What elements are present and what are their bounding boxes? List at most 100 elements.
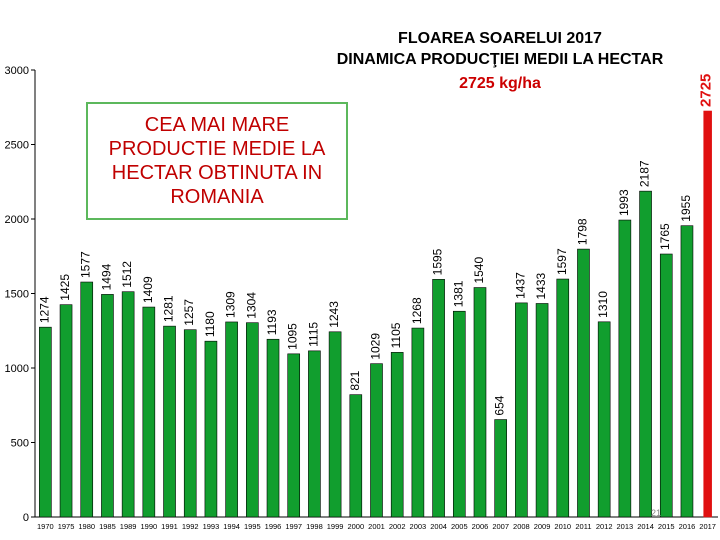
record-callout-box: CEA MAI MARE PRODUCTIE MEDIE LA HECTAR O… <box>86 102 348 220</box>
x-tick-label: 1995 <box>244 522 261 531</box>
bar <box>577 248 590 518</box>
bar-value-label: 1425 <box>58 274 72 301</box>
bar-value-label: 1955 <box>679 195 693 222</box>
x-tick-label: 1970 <box>37 522 54 531</box>
bar <box>370 363 383 518</box>
bar-value-label: 1274 <box>37 296 51 323</box>
bar <box>225 321 238 518</box>
x-tick-label: 2012 <box>596 522 613 531</box>
x-tick-label: 2011 <box>575 522 591 531</box>
chart-title-line1: FLOAREA SOARELUI 2017 <box>398 30 602 47</box>
bar <box>183 329 197 518</box>
bar <box>659 253 673 518</box>
bar <box>515 302 528 518</box>
bar-value-label: 1597 <box>555 248 569 275</box>
bar-value-label: 1115 <box>306 322 320 347</box>
bar <box>246 322 259 518</box>
x-tick-label: 2005 <box>451 522 468 531</box>
x-tick-label: 1997 <box>285 522 302 531</box>
bar <box>452 310 466 518</box>
record-callout-text: CEA MAI MARE PRODUCTIE MEDIE LA HECTAR O… <box>108 114 326 208</box>
bar-value-label: 2725 <box>698 74 715 107</box>
bar-value-label: 1243 <box>327 301 341 328</box>
x-tick-label: 2002 <box>389 522 406 531</box>
x-tick-label: 2007 <box>492 522 509 531</box>
x-tick-label: 2008 <box>513 522 530 531</box>
bar <box>287 353 301 518</box>
x-tick-label: 1989 <box>120 522 137 531</box>
x-tick-label: 2004 <box>430 522 447 531</box>
bar <box>556 278 570 518</box>
y-tick-label: 1000 <box>5 363 29 375</box>
bar <box>80 281 94 518</box>
x-tick-label: 2009 <box>534 522 551 531</box>
chart-title-line3: 2725 kg/ha <box>459 75 541 92</box>
bar-value-label: 1765 <box>658 223 672 250</box>
bar-value-label: 1180 <box>203 311 217 337</box>
bar-value-label: 1105 <box>389 322 403 348</box>
bar-value-label: 1095 <box>286 323 300 350</box>
bar-value-label: 1029 <box>369 333 383 360</box>
bar-value-label: 1381 <box>451 280 465 307</box>
x-tick-label: 1999 <box>327 522 344 531</box>
x-tick-label: 1975 <box>58 522 75 531</box>
bar <box>101 294 114 518</box>
bar <box>618 219 632 518</box>
bar <box>163 325 176 518</box>
page-number: 21 <box>651 508 661 518</box>
bar-value-label: 1433 <box>534 272 548 299</box>
bar-value-label: 821 <box>348 370 362 390</box>
x-tick-label: 2017 <box>699 522 716 531</box>
bar-value-label: 2187 <box>638 160 652 187</box>
bar-value-label: 1409 <box>141 276 155 303</box>
bar-value-label: 1993 <box>617 189 631 216</box>
x-tick-label: 1985 <box>99 522 116 531</box>
bar-value-label: 1577 <box>79 251 93 278</box>
bar <box>390 352 404 518</box>
x-tick-label: 2001 <box>368 522 385 531</box>
bar-highlight <box>703 110 712 518</box>
x-tick-label: 2013 <box>617 522 634 531</box>
bar-value-label: 1595 <box>431 248 445 275</box>
bar <box>328 331 342 518</box>
x-tick-label: 2006 <box>472 522 489 531</box>
x-tick-label: 1990 <box>140 522 157 531</box>
x-tick-label: 2003 <box>410 522 427 531</box>
bar <box>494 419 507 518</box>
x-tick-label: 2015 <box>658 522 675 531</box>
bar <box>680 225 694 518</box>
bar <box>308 350 321 518</box>
x-tick-label: 1992 <box>182 522 199 531</box>
y-tick-label: 500 <box>11 438 29 450</box>
y-tick-label: 1500 <box>5 289 29 301</box>
x-tick-label: 2014 <box>637 522 654 531</box>
bar-value-label: 1310 <box>596 291 610 318</box>
y-tick-label: 0 <box>23 512 29 524</box>
bar-value-label: 1512 <box>120 261 134 288</box>
x-tick-label: 1993 <box>203 522 220 531</box>
y-tick-label: 2000 <box>5 214 29 226</box>
x-tick-label: 2000 <box>347 522 364 531</box>
bar <box>432 279 445 518</box>
bar-value-label: 1309 <box>224 291 238 318</box>
bar <box>473 287 487 518</box>
bar-value-label: 1193 <box>265 309 279 335</box>
bar <box>204 340 218 518</box>
bar-value-label: 1304 <box>244 292 258 319</box>
bar-value-label: 1494 <box>99 263 113 290</box>
bar <box>39 326 52 518</box>
x-tick-label: 2010 <box>554 522 571 531</box>
bar <box>59 304 73 518</box>
chart-title-line2: DINAMICA PRODUCŢIEI MEDII LA HECTAR <box>336 51 664 68</box>
bar <box>349 394 363 518</box>
bar-value-label: 1437 <box>513 272 527 299</box>
bar-value-label: 654 <box>493 395 507 415</box>
bar <box>639 190 652 518</box>
y-tick-label: 3000 <box>5 65 29 77</box>
x-tick-label: 1996 <box>265 522 282 531</box>
bar-value-label: 1257 <box>182 299 196 326</box>
bar <box>266 338 280 518</box>
x-tick-label: 1998 <box>306 522 323 531</box>
x-tick-label: 1991 <box>161 522 178 531</box>
bar-value-label: 1798 <box>575 218 589 245</box>
